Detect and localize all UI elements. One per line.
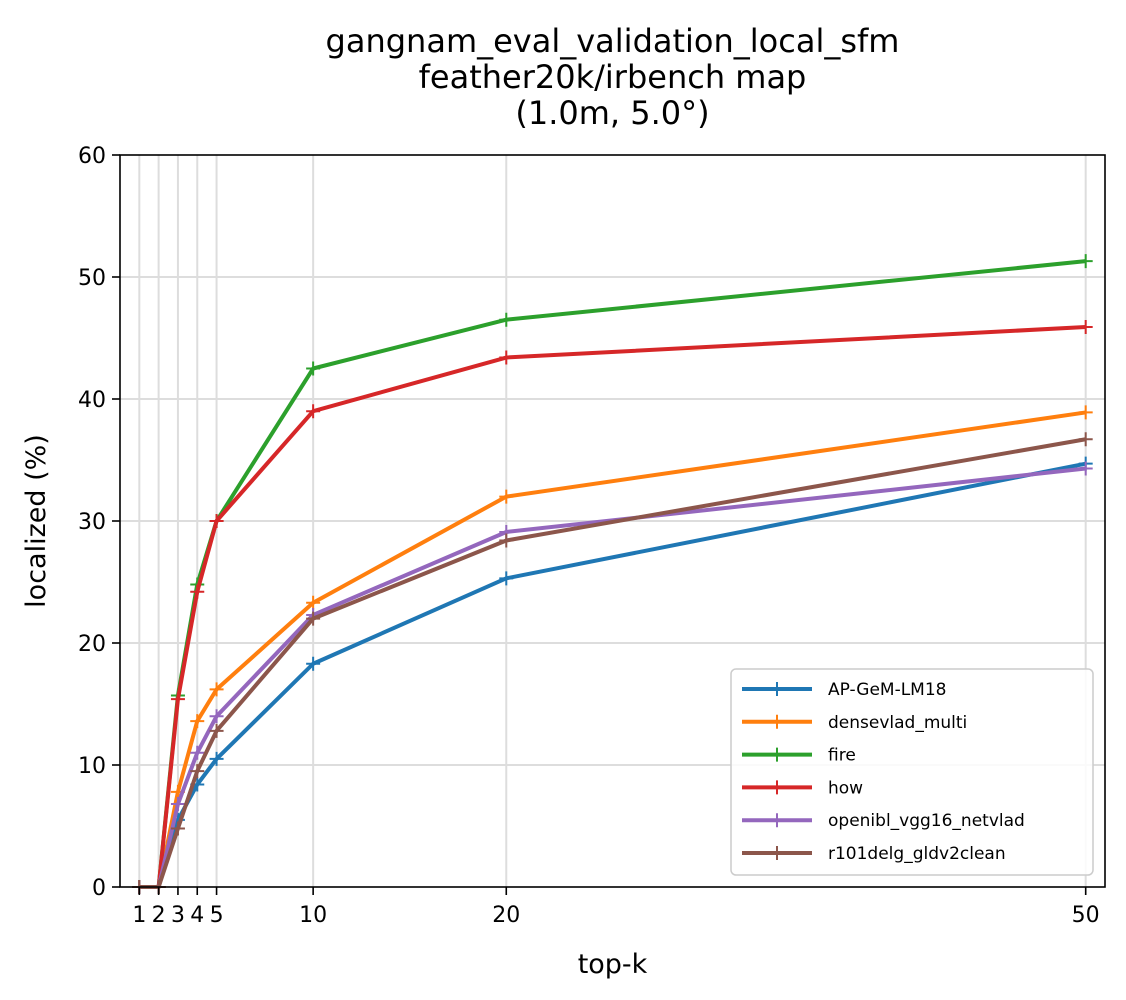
legend-label: r101delg_gldv2clean: [828, 844, 1006, 864]
legend-marker: [770, 846, 784, 860]
y-tick-label: 60: [78, 144, 106, 169]
data-point: [170, 692, 185, 707]
data-point: [190, 714, 205, 729]
y-axis-label: localized (%): [21, 434, 52, 608]
x-tick-label: 1: [132, 903, 146, 928]
legend-box: [730, 668, 1094, 876]
data-point: [190, 764, 205, 779]
x-tick-label: 20: [492, 903, 520, 928]
y-tick-label: 20: [78, 632, 106, 657]
legend-marker: [770, 747, 784, 762]
data-point: [306, 595, 321, 610]
data-point: [209, 709, 224, 724]
x-tick-label: 2: [152, 903, 166, 928]
legend-entry: AP-GeM-LM18: [742, 680, 946, 700]
data-point: [306, 361, 321, 376]
legend-entry: r101delg_gldv2clean: [742, 844, 1006, 864]
data-point: [306, 404, 321, 419]
legend-marker: [770, 780, 784, 795]
data-point: [190, 745, 205, 760]
legend-label: AP-GeM-LM18: [828, 680, 946, 700]
data-point: [209, 751, 224, 766]
data-point: [190, 584, 205, 599]
legend-entry: densevlad_multi: [742, 713, 967, 733]
data-point: [499, 571, 514, 586]
x-tick-label: 3: [171, 903, 185, 928]
data-point: [1078, 405, 1093, 420]
y-tick-label: 10: [78, 754, 106, 779]
data-point: [499, 489, 514, 504]
data-point: [209, 723, 224, 738]
series-layer: [132, 254, 1093, 894]
x-tick-label: 5: [210, 903, 224, 928]
data-point: [499, 533, 514, 548]
data-point: [209, 514, 224, 528]
y-tick-label: 30: [78, 510, 106, 535]
data-point: [499, 350, 514, 365]
series-line: [139, 325, 1086, 889]
data-point: [1078, 432, 1093, 447]
legend-label: openibl_vgg16_netvlad: [828, 811, 1025, 831]
data-point: [1078, 320, 1093, 335]
data-point: [209, 682, 224, 697]
chart-title-line: gangnam_eval_validation_local_sfm: [326, 22, 900, 60]
x-tick-label: 4: [190, 903, 204, 928]
legend-entry: how: [742, 778, 863, 798]
legend-label: fire: [828, 746, 856, 766]
y-tick-label: 0: [92, 876, 106, 901]
legend-marker: [770, 714, 784, 729]
legend-label: densevlad_multi: [828, 713, 967, 733]
legend-entry: openibl_vgg16_netvlad: [742, 811, 1025, 831]
data-point: [1078, 461, 1093, 476]
legend-marker: [770, 813, 784, 828]
data-point: [499, 312, 514, 327]
x-axis-ticks: 1 2 3 4 5 10 20 50: [132, 887, 1100, 928]
data-point: [306, 656, 321, 671]
y-axis-ticks: 0 10 20 30 40 50 60: [78, 144, 120, 901]
chart-title-line: feather20k/irbench map: [419, 58, 807, 96]
data-point: [306, 611, 321, 626]
x-tick-label: 50: [1072, 903, 1100, 928]
legend-label: how: [828, 778, 863, 798]
x-tick-label: 10: [299, 903, 327, 928]
legend-entry: fire: [742, 746, 856, 766]
y-tick-label: 40: [78, 388, 106, 413]
legend-marker: [770, 682, 784, 696]
data-point: [1078, 254, 1093, 269]
chart-title: gangnam_eval_validation_local_sfm feather…: [326, 22, 900, 132]
chart-title-line: (1.0m, 5.0°): [515, 94, 709, 132]
data-point: [170, 797, 185, 812]
data-point: [170, 821, 185, 836]
x-axis-label: top-k: [578, 949, 648, 980]
series-line: [139, 437, 1087, 889]
y-tick-label: 50: [78, 266, 106, 291]
